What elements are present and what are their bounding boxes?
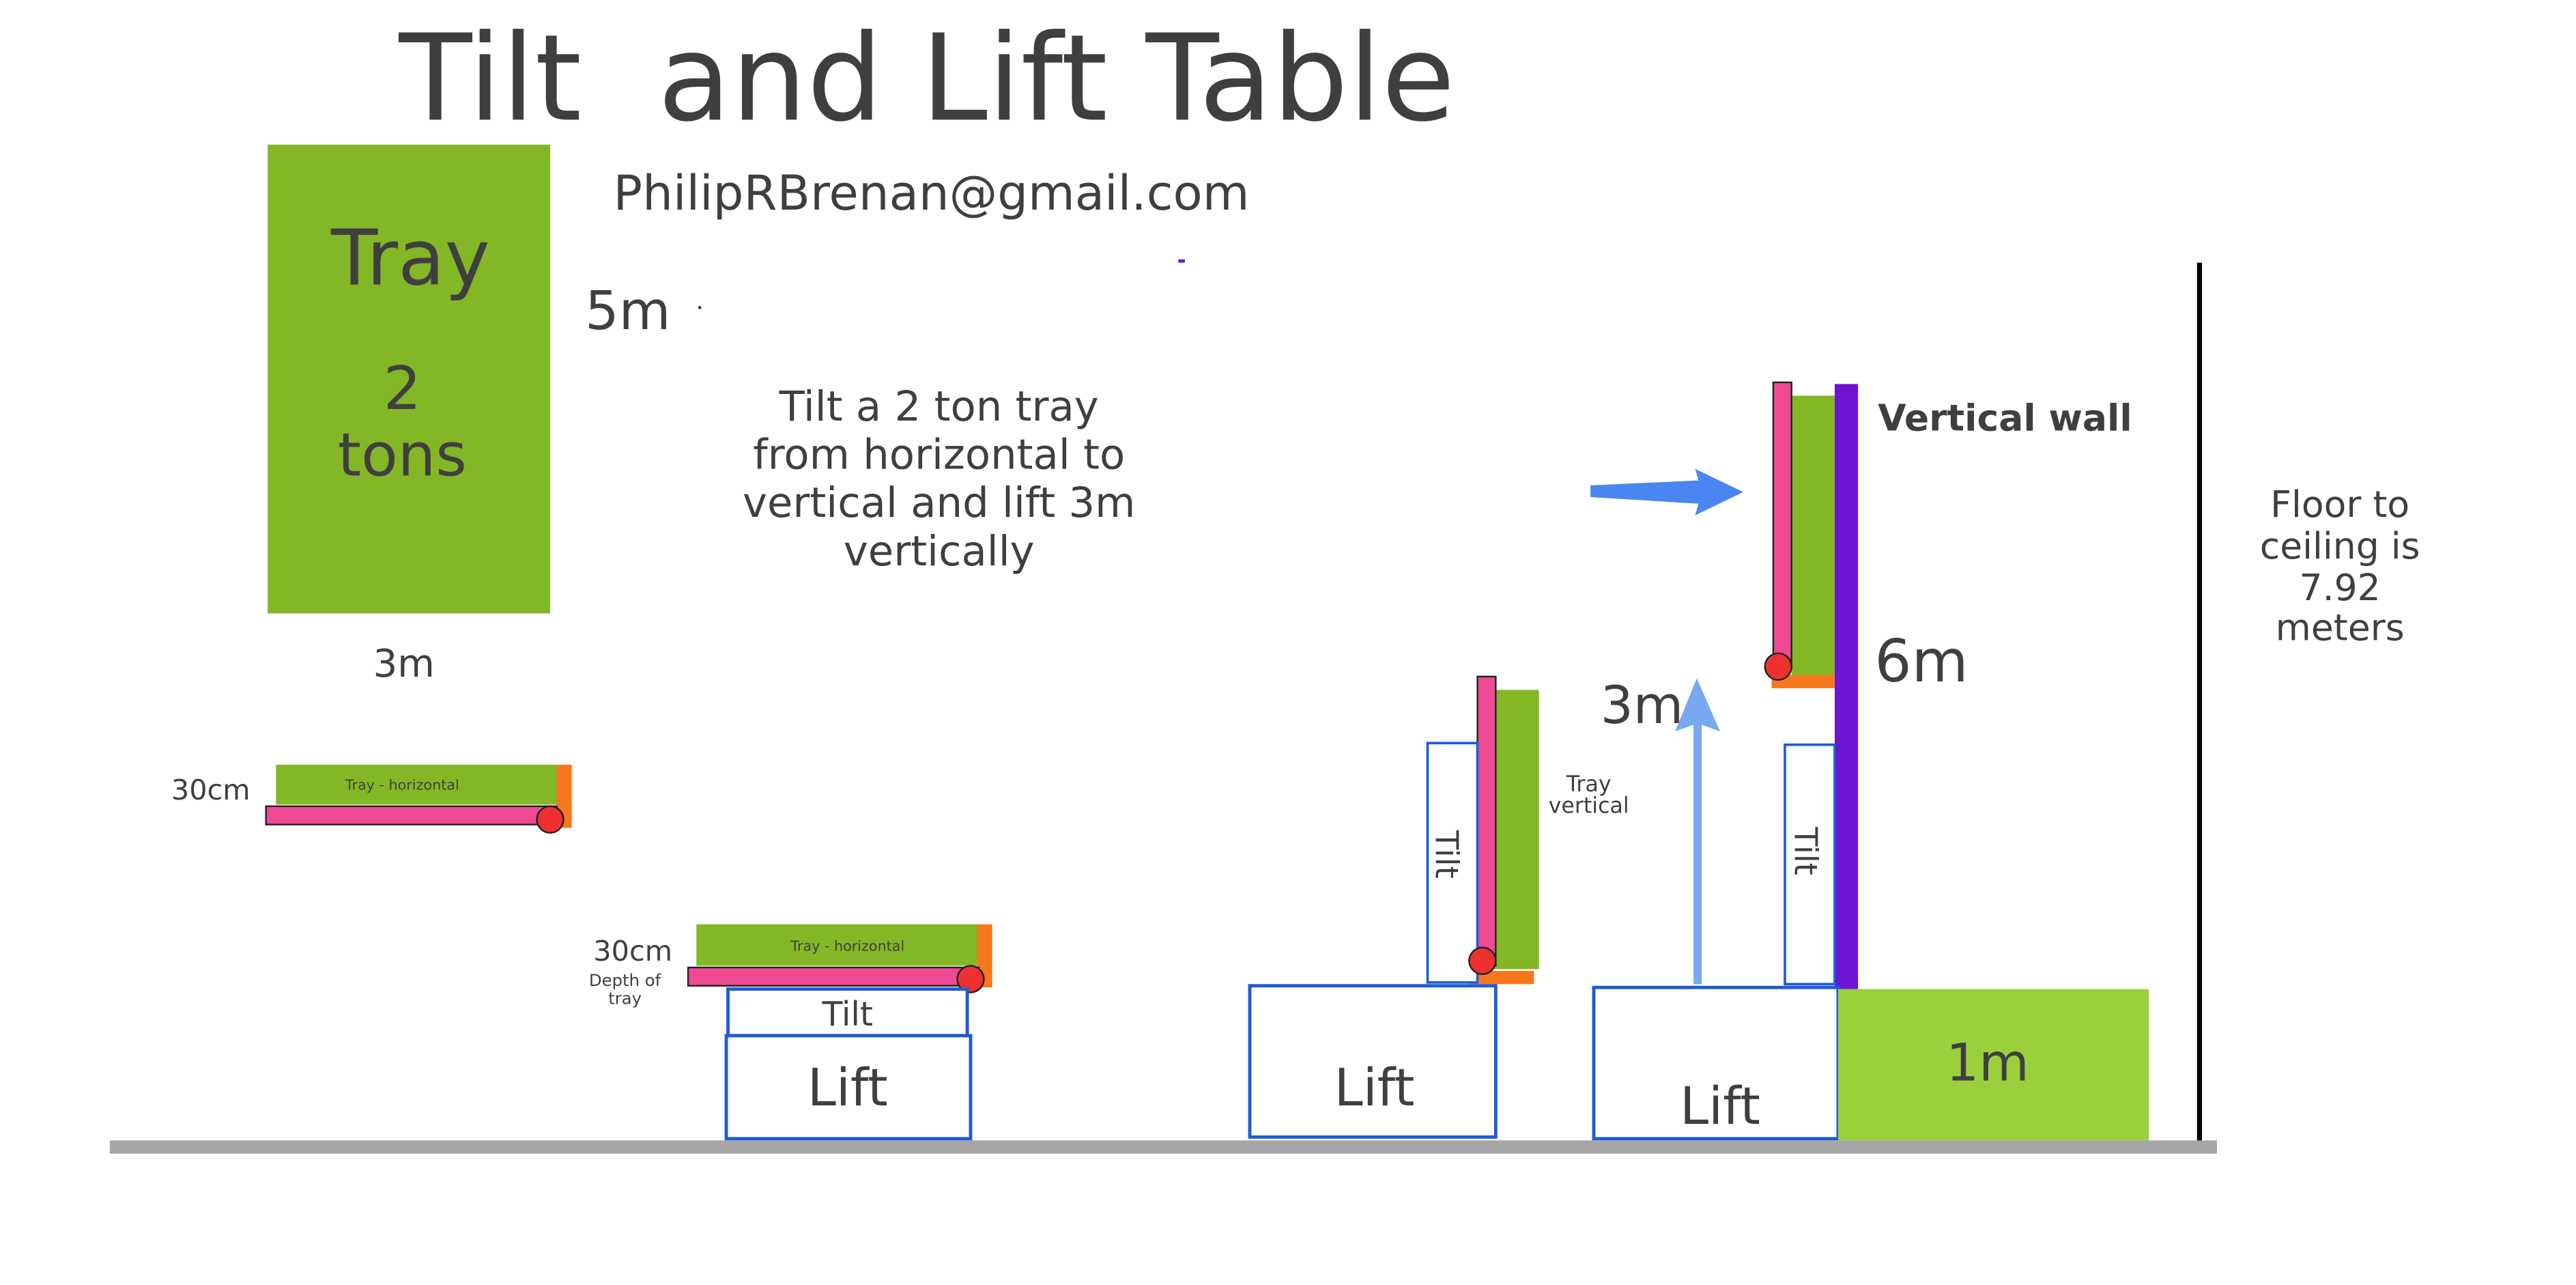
description-line-2: from horizontal to [753, 432, 1125, 479]
tray-vertical-3 [1493, 690, 1539, 970]
wall-height-label: 6m [1874, 628, 1968, 696]
platform-label: 1m [1946, 1033, 2029, 1093]
tray-vertical-label-1: Tray [1566, 772, 1612, 797]
lift-arrow-icon [1675, 678, 1721, 985]
lift-box-2 [724, 1034, 973, 1141]
tilt-arm-3 [1476, 675, 1497, 967]
description-line-1: Tilt a 2 ton tray [779, 383, 1099, 431]
tilt-box-4 [1784, 743, 1836, 986]
pivot-icon-2 [956, 965, 985, 993]
tray-weight-unit: tons [338, 420, 467, 490]
tray-vertical-label-2: vertical [1549, 794, 1629, 819]
tilt-box-3 [1426, 742, 1479, 984]
tilt-arm-4 [1772, 381, 1792, 669]
lift-label-2: Lift [807, 1058, 888, 1118]
platform [1837, 989, 2149, 1141]
lift-height-label: 3m [1601, 675, 1684, 735]
tilt-box-2 [726, 987, 969, 1038]
tray-label: Tray [330, 214, 490, 302]
ceiling-note-line-4: meters [2276, 606, 2405, 649]
lift-box-3 [1248, 984, 1498, 1139]
lift-box-4 [1592, 985, 1840, 1141]
stage2-depth-caption-1: Depth of [589, 970, 662, 990]
stage2-depth-label: 30cm [593, 935, 672, 968]
pivot-icon-4 [1764, 652, 1792, 681]
stray-mark [1178, 259, 1186, 263]
email-address: PhilipRBrenan@gmail.com [614, 165, 1250, 221]
ceiling-note-line-3: 7.92 [2300, 566, 2381, 609]
lift-label-4: Lift [1680, 1076, 1760, 1136]
page-title: Tilt and Lift Table [398, 9, 1455, 148]
tray-weight-number: 2 [383, 354, 421, 423]
vertical-wall [1835, 384, 1859, 989]
lift-label-3: Lift [1334, 1058, 1415, 1118]
stage2-depth-caption-2: tray [608, 989, 642, 1008]
tray-panel [268, 144, 551, 614]
description-line-4: vertically [844, 528, 1035, 576]
ceiling-height-line [2196, 262, 2203, 1144]
tray-horizontal-label-1: Tray - horizontal [345, 776, 459, 793]
tray-horizontal-2 [696, 924, 979, 966]
tilt-arm-1 [265, 805, 558, 825]
tray-height-label: 5m [585, 281, 670, 342]
tilt-label-3: Tilt [1429, 830, 1465, 879]
tray-depth-label: 30cm [171, 774, 251, 806]
pivot-icon-3 [1468, 946, 1497, 975]
stray-dot [698, 305, 702, 309]
pivot-icon-1 [536, 805, 564, 834]
ceiling-note-line-2: ceiling is [2260, 524, 2420, 567]
tray-horizontal-1 [276, 764, 559, 805]
tilt-label-2: Tilt [822, 995, 873, 1034]
push-arrow-icon [1590, 468, 1744, 516]
description-line-3: vertical and lift 3m [743, 479, 1136, 527]
tilt-label-4: Tilt [1788, 826, 1824, 875]
tray-horizontal-label-2: Tray - horizontal [790, 938, 904, 955]
ceiling-note-line-1: Floor to [2270, 483, 2409, 526]
tilt-arm-2 [687, 966, 980, 987]
wall-label: Vertical wall [1878, 397, 2132, 440]
tray-vertical-4 [1791, 395, 1837, 675]
floor [109, 1140, 2217, 1154]
tray-edge-4 [1771, 675, 1837, 688]
tray-width-label: 3m [373, 642, 435, 686]
